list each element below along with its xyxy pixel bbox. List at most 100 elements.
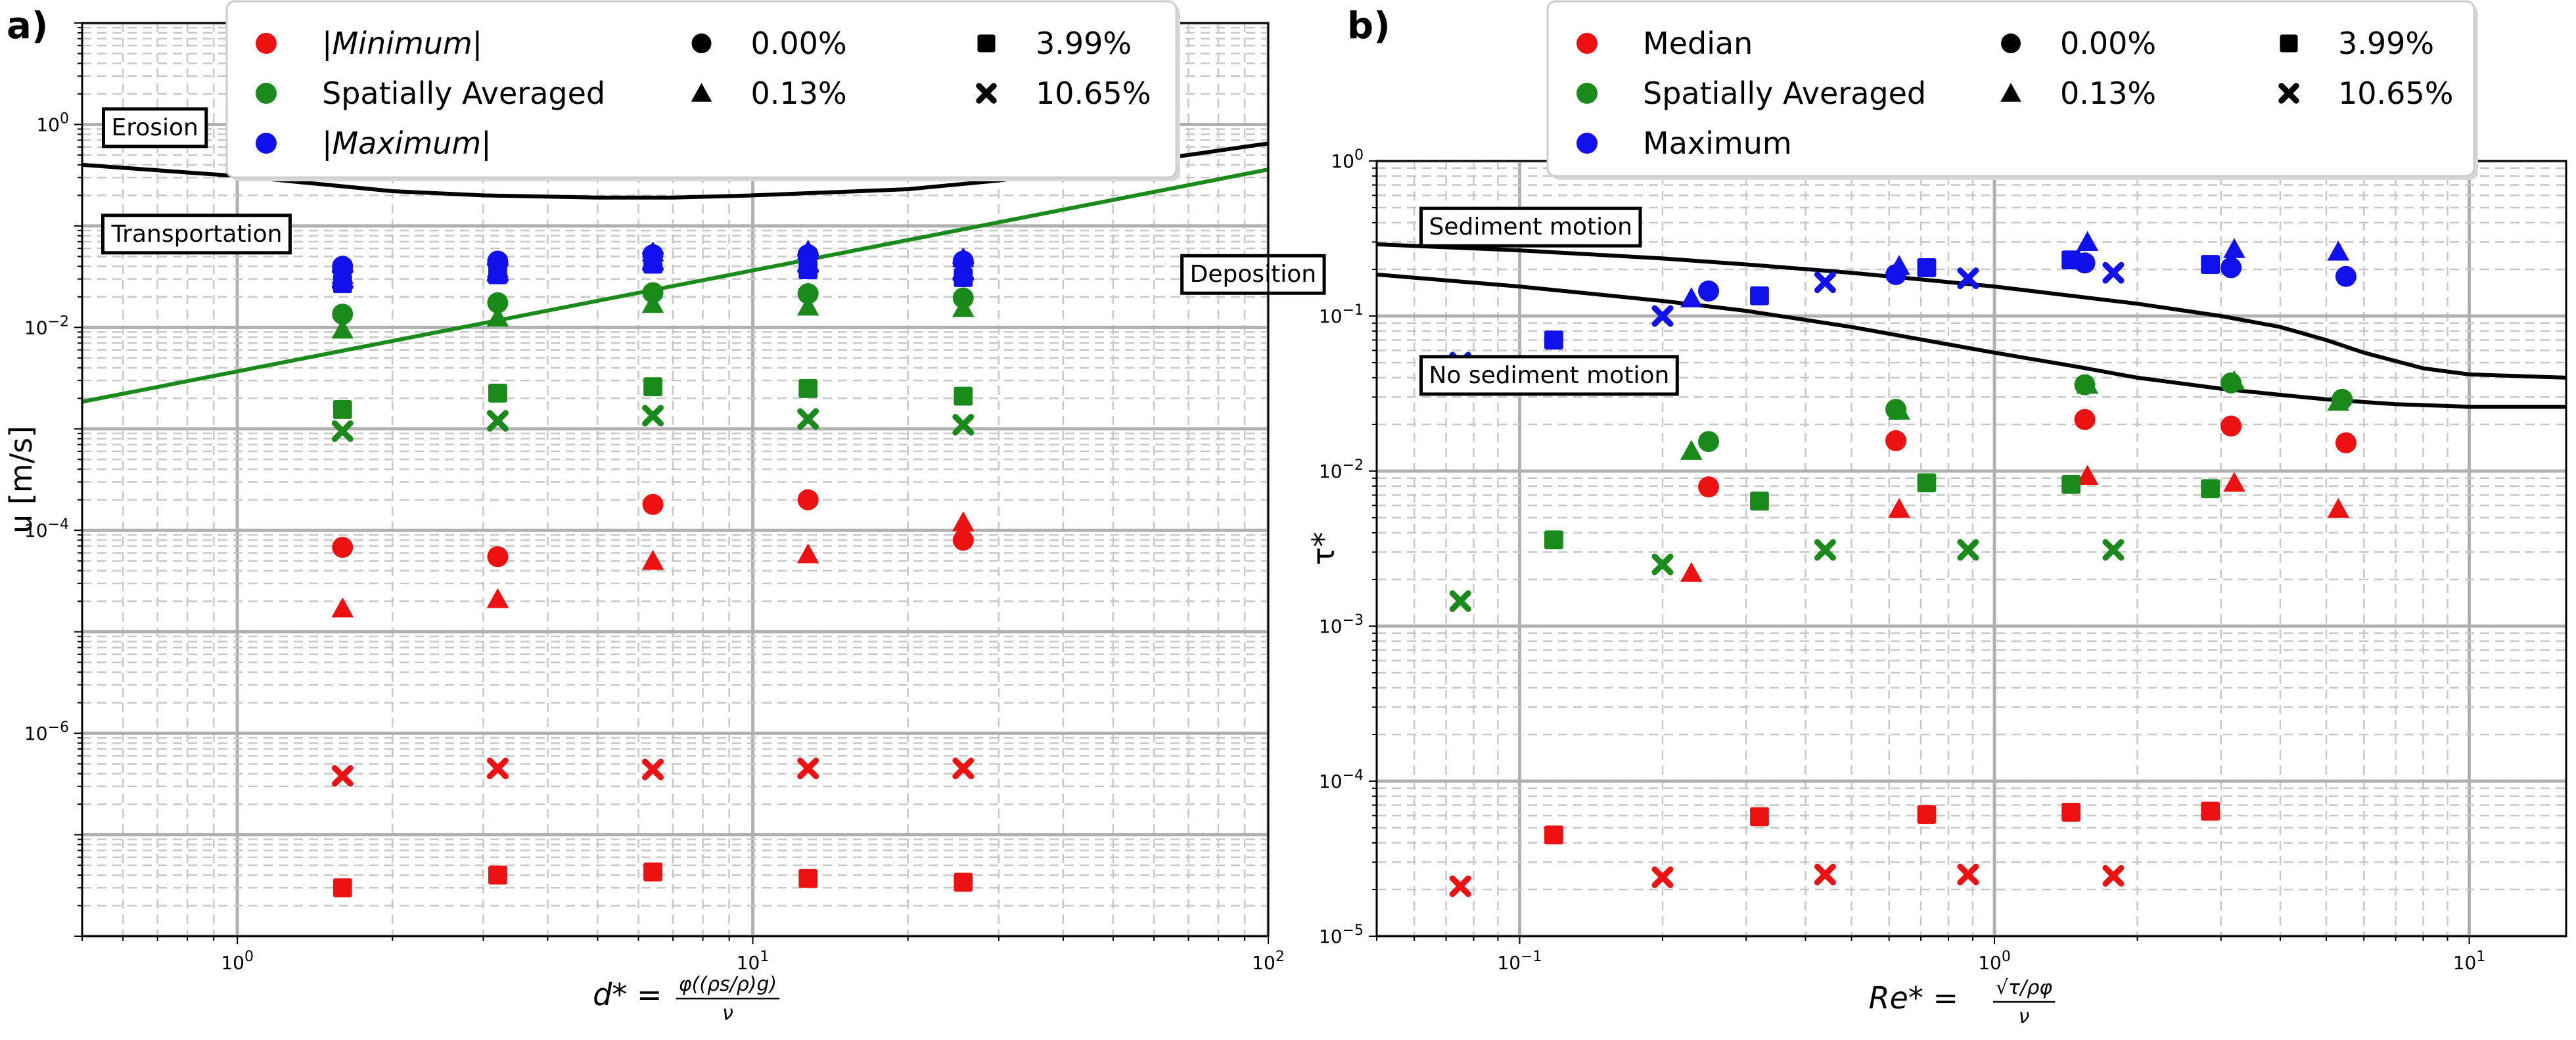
data-point bbox=[2076, 373, 2099, 394]
data-point bbox=[797, 489, 819, 510]
x-tick-label: 101 bbox=[2453, 949, 2486, 974]
data-point bbox=[1651, 553, 1674, 576]
data-point bbox=[797, 283, 819, 304]
data-point bbox=[1449, 875, 1471, 897]
data-point bbox=[952, 297, 975, 317]
series-spatially-averaged-0-13 bbox=[331, 292, 975, 339]
data-point bbox=[642, 493, 664, 515]
data-point bbox=[488, 865, 507, 885]
data-series bbox=[1449, 231, 2357, 897]
data-point bbox=[642, 282, 664, 304]
data-point bbox=[331, 597, 354, 618]
series-median-0-00 bbox=[1698, 409, 2357, 498]
annotation-text: Transportation bbox=[110, 221, 282, 248]
data-point bbox=[2223, 370, 2245, 390]
data-point bbox=[1698, 476, 1720, 498]
data-point bbox=[641, 292, 664, 313]
legend-label-10-65: 10.65% bbox=[1036, 76, 1151, 111]
series-maximum-0-13 bbox=[1680, 231, 2350, 307]
data-point bbox=[1888, 255, 1910, 275]
data-point bbox=[2335, 265, 2357, 287]
legend-marker-10-65 bbox=[976, 83, 997, 104]
data-point bbox=[1814, 271, 1836, 294]
annotation-text: Erosion bbox=[111, 114, 198, 141]
legend-marker-minimum bbox=[256, 33, 277, 54]
legend-marker-3-99 bbox=[977, 34, 996, 53]
data-point bbox=[2201, 479, 2220, 499]
data-point bbox=[952, 530, 974, 551]
data-point bbox=[952, 511, 975, 531]
legend-label-spatially-averaged: Spatially Averaged bbox=[1643, 76, 1926, 111]
data-point bbox=[1750, 807, 1769, 826]
series-median-3-99 bbox=[1544, 802, 2220, 845]
data-point bbox=[486, 588, 509, 608]
threshold-lines bbox=[1377, 242, 2566, 409]
y-tick-label: 10−1 bbox=[1319, 302, 1364, 327]
data-point bbox=[333, 878, 352, 897]
data-point bbox=[952, 757, 975, 780]
legend-label-3-99: 3.99% bbox=[2338, 26, 2434, 61]
legend-label-0-13: 0.13% bbox=[751, 76, 847, 111]
data-point bbox=[1544, 825, 1563, 845]
data-point bbox=[2201, 802, 2220, 821]
data-point bbox=[2220, 415, 2242, 437]
legend-marker-spatially-averaged bbox=[1576, 83, 1598, 104]
data-point bbox=[642, 250, 664, 272]
legend-label-minimum: |Minimum| bbox=[322, 26, 482, 62]
series-spatially-averaged-10-65 bbox=[1449, 539, 2125, 612]
data-point bbox=[2223, 238, 2245, 258]
data-point bbox=[642, 758, 664, 780]
annotation-box bbox=[1419, 206, 1642, 248]
x-tick-label: 10−1 bbox=[1497, 949, 1542, 974]
y-tick-label: 10−2 bbox=[1319, 457, 1364, 482]
legend: Median Spatially Averaged Maximum 0.00% 0.13… bbox=[1546, 0, 2478, 180]
panel-label: b) bbox=[1347, 5, 1391, 47]
series-minimum-10-65 bbox=[331, 757, 975, 787]
data-point bbox=[1888, 399, 1910, 420]
data-point bbox=[2223, 472, 2245, 492]
data-point bbox=[331, 268, 354, 290]
legend-marker-10-65 bbox=[2278, 83, 2299, 104]
data-series bbox=[331, 239, 975, 897]
y-tick-label: 10−2 bbox=[24, 313, 69, 338]
annotation-text: Sediment motion bbox=[1429, 214, 1632, 240]
line-upper-threshold bbox=[1377, 242, 2566, 380]
data-point bbox=[2327, 390, 2350, 411]
annotation-erosion: Erosion bbox=[101, 107, 208, 148]
legend-label-10-65: 10.65% bbox=[2338, 76, 2453, 111]
series-median-10-65 bbox=[1449, 863, 2125, 897]
data-point bbox=[1885, 430, 1907, 451]
line-lower-threshold bbox=[1377, 272, 2566, 409]
series-minimum-0-00 bbox=[332, 489, 974, 568]
data-point bbox=[1750, 286, 1769, 305]
x-axis-label: Re* = √τ/ρφ ν bbox=[1869, 976, 2056, 1028]
data-point bbox=[332, 537, 354, 558]
panel-label: a) bbox=[7, 5, 48, 47]
data-point bbox=[2102, 865, 2125, 887]
legend-label-maximum: Maximum bbox=[1643, 125, 1792, 161]
data-point bbox=[2327, 240, 2350, 261]
ticks: 100 101 102 10−6 10−4 10−2 100 bbox=[24, 22, 1285, 974]
data-point bbox=[486, 410, 509, 432]
data-point bbox=[641, 549, 664, 570]
annotation-no-sediment-motion: No sediment motion bbox=[1419, 355, 1679, 396]
annotation-box bbox=[101, 107, 208, 148]
legend-label-spatially-averaged: Spatially Averaged bbox=[322, 76, 605, 111]
data-point bbox=[952, 413, 975, 436]
data-point bbox=[1544, 530, 1563, 550]
data-point bbox=[796, 296, 819, 316]
legend-marker-median bbox=[1576, 33, 1598, 54]
data-point bbox=[2102, 261, 2125, 284]
data-point bbox=[796, 543, 819, 564]
data-point bbox=[2327, 497, 2350, 518]
data-point bbox=[2061, 250, 2081, 270]
y-tick-label: 100 bbox=[36, 110, 69, 135]
annotation-text: No sediment motion bbox=[1429, 362, 1669, 389]
series-spatially-averaged-0-00 bbox=[1698, 372, 2353, 453]
ticks: 10−1 100 101 10−5 10−4 10−3 10−2 10−1 100 bbox=[1319, 147, 2485, 974]
data-point bbox=[2220, 257, 2242, 279]
legend-label-3-99: 3.99% bbox=[1036, 26, 1132, 61]
x-axis-label-denominator: ν bbox=[2019, 1005, 2030, 1028]
data-point bbox=[1698, 431, 1720, 453]
data-point bbox=[1814, 539, 1836, 561]
